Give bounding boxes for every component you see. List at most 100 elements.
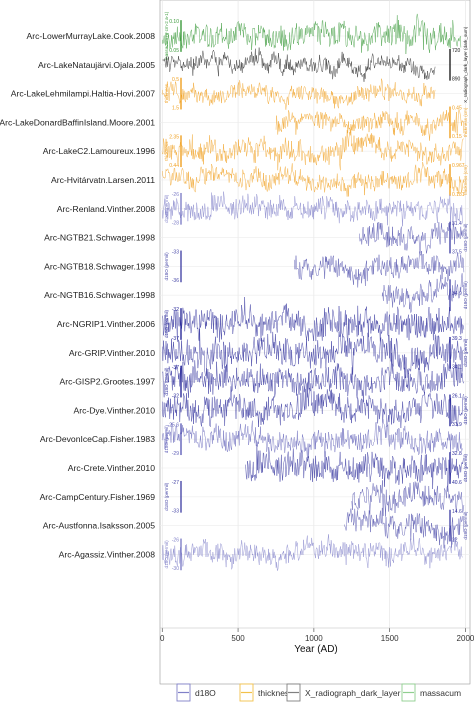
record-axis-label: d18O (permil) xyxy=(463,223,468,252)
record-axis-tick: 0.181 xyxy=(452,192,465,198)
series-line xyxy=(162,78,436,110)
series-d18O: 34.9 d18O (permil) xyxy=(381,273,468,313)
record-axis-tick: 0.5 xyxy=(172,77,179,83)
record-axis-label: X_radiograph_dark_layer (dark_sum) xyxy=(463,26,468,103)
record-axis-tick: -32 xyxy=(172,307,179,313)
series-d18O: 14.6 22 d18O (permil) xyxy=(343,507,468,549)
record-axis-tick: -28 xyxy=(172,221,179,227)
legend-label: massacum xyxy=(420,688,461,698)
site-label: Arc-NGTB16.Schwager.1998 xyxy=(44,290,155,300)
record-axis-label: d18O (permil) xyxy=(164,252,169,281)
record-axis-tick: -33 xyxy=(172,509,179,515)
legend-label: thickness xyxy=(258,688,293,698)
series-line xyxy=(162,328,465,379)
record-axis-label: d18O (permil) xyxy=(463,396,468,425)
series-line xyxy=(162,532,463,572)
legend-label: X_radiograph_dark_layer xyxy=(305,688,401,698)
record-axis-tick: -27 xyxy=(172,480,179,486)
record-axis-tick: -29 xyxy=(172,451,179,457)
record-axis-tick: -36 xyxy=(172,278,179,284)
legend: d18O thickness X_radiograph_dark_layer mass… xyxy=(176,683,461,702)
record-axis-tick: 0.967 xyxy=(452,163,465,169)
record-axis-tick: -30 xyxy=(172,566,179,572)
series-line xyxy=(162,161,465,197)
site-label: Arc-LakeLehmilampi.Haltia-Hovi.2007 xyxy=(11,89,155,99)
site-label: Arc-Dye.Vinther.2010 xyxy=(73,405,155,415)
site-label: Arc-NGTB21.Schwager.1998 xyxy=(44,233,155,243)
panel-background xyxy=(159,0,471,685)
record-axis-tick: 40.6 xyxy=(452,480,462,486)
record-axis-tick: 34.9 xyxy=(452,291,462,297)
site-label: Arc-Agassiz.Vinther.2008 xyxy=(59,549,156,559)
record-axis-label: thickness (cm) xyxy=(463,107,468,137)
x-tick-label: 0 xyxy=(160,634,165,643)
series-line xyxy=(293,250,465,288)
record-axis-label: thickness xyxy=(164,83,169,103)
record-axis-label: d18O (permil) xyxy=(463,338,468,367)
record-axis-tick: -32 xyxy=(172,393,179,399)
record-axis-label: d18O (permil) xyxy=(164,309,169,338)
record-axis-label: d18O (permil) xyxy=(164,367,169,396)
site-label: Arc-NGTB18.Schwager.1998 xyxy=(44,261,155,271)
record-axis-label: d18O (permil) xyxy=(463,281,468,310)
record-axis-label: d18O (permil) xyxy=(463,453,468,482)
record-axis-tick: 720 xyxy=(452,48,461,54)
x-tick-label: 500 xyxy=(231,634,245,643)
legend-label: d18O xyxy=(195,688,216,698)
record-axis-tick: 31.4 xyxy=(452,221,462,227)
site-label: Arc-CampCentury.Fisher.1969 xyxy=(40,492,156,502)
record-axis-tick: -25.6 xyxy=(168,422,180,428)
x-tick-label: 1000 xyxy=(305,634,323,643)
record-axis-tick: 32.8 xyxy=(452,451,462,457)
record-axis-tick: 1.5 xyxy=(172,105,179,111)
record-axis-tick: 0.44 xyxy=(169,163,179,169)
x-axis: 0 500 1000 1500 2000 xyxy=(160,627,474,643)
record-axis-label: thickness (cm) xyxy=(463,165,468,195)
series-line xyxy=(359,221,465,254)
legend-item: massacum xyxy=(401,683,461,702)
legend-item: X_radiograph_dark_layer xyxy=(286,683,401,702)
site-label: Arc-NGRIP1.Vinther.2006 xyxy=(57,319,155,329)
record-axis-tick: -33 xyxy=(172,250,179,256)
series-line xyxy=(162,13,462,55)
series-line xyxy=(162,350,465,402)
record-axis-tick: 890 xyxy=(452,77,461,83)
site-label: Arc-GISP2.Grootes.1997 xyxy=(59,377,155,387)
series-line xyxy=(162,47,436,82)
record-axis-label: d18O (permil) xyxy=(164,194,169,223)
series-line xyxy=(162,129,465,171)
x-axis-title: Year (AD) xyxy=(294,644,338,655)
record-axis-label: massacum (g cm-2 a-1) xyxy=(164,11,169,60)
record-axis-tick: 0.45 xyxy=(452,106,462,112)
site-label: Arc-LakeC2.Lamoureux.1996 xyxy=(43,146,155,156)
site-label: Arc-LakeDonardBaffinIsland.Moore.2001 xyxy=(0,117,155,127)
record-axis-label: d18O (permil) xyxy=(164,540,169,569)
site-label: Arc-Crete.Vinther.2010 xyxy=(68,463,155,473)
x-tick-label: 2000 xyxy=(457,634,474,643)
record-axis-tick: -26 xyxy=(172,192,179,198)
record-axis-label: d18O (permil) xyxy=(164,425,169,454)
series-line xyxy=(351,480,465,517)
record-axis-tick: 14.6 xyxy=(452,509,462,515)
series-line xyxy=(245,444,465,492)
series-line xyxy=(162,419,463,458)
record-axis-tick: 31.9 xyxy=(452,422,462,428)
site-label: Arc-Hvitárvatn.Larsen.2011 xyxy=(51,175,155,185)
series-line xyxy=(162,382,465,429)
record-axis-label: d18O (permil) xyxy=(463,511,468,540)
